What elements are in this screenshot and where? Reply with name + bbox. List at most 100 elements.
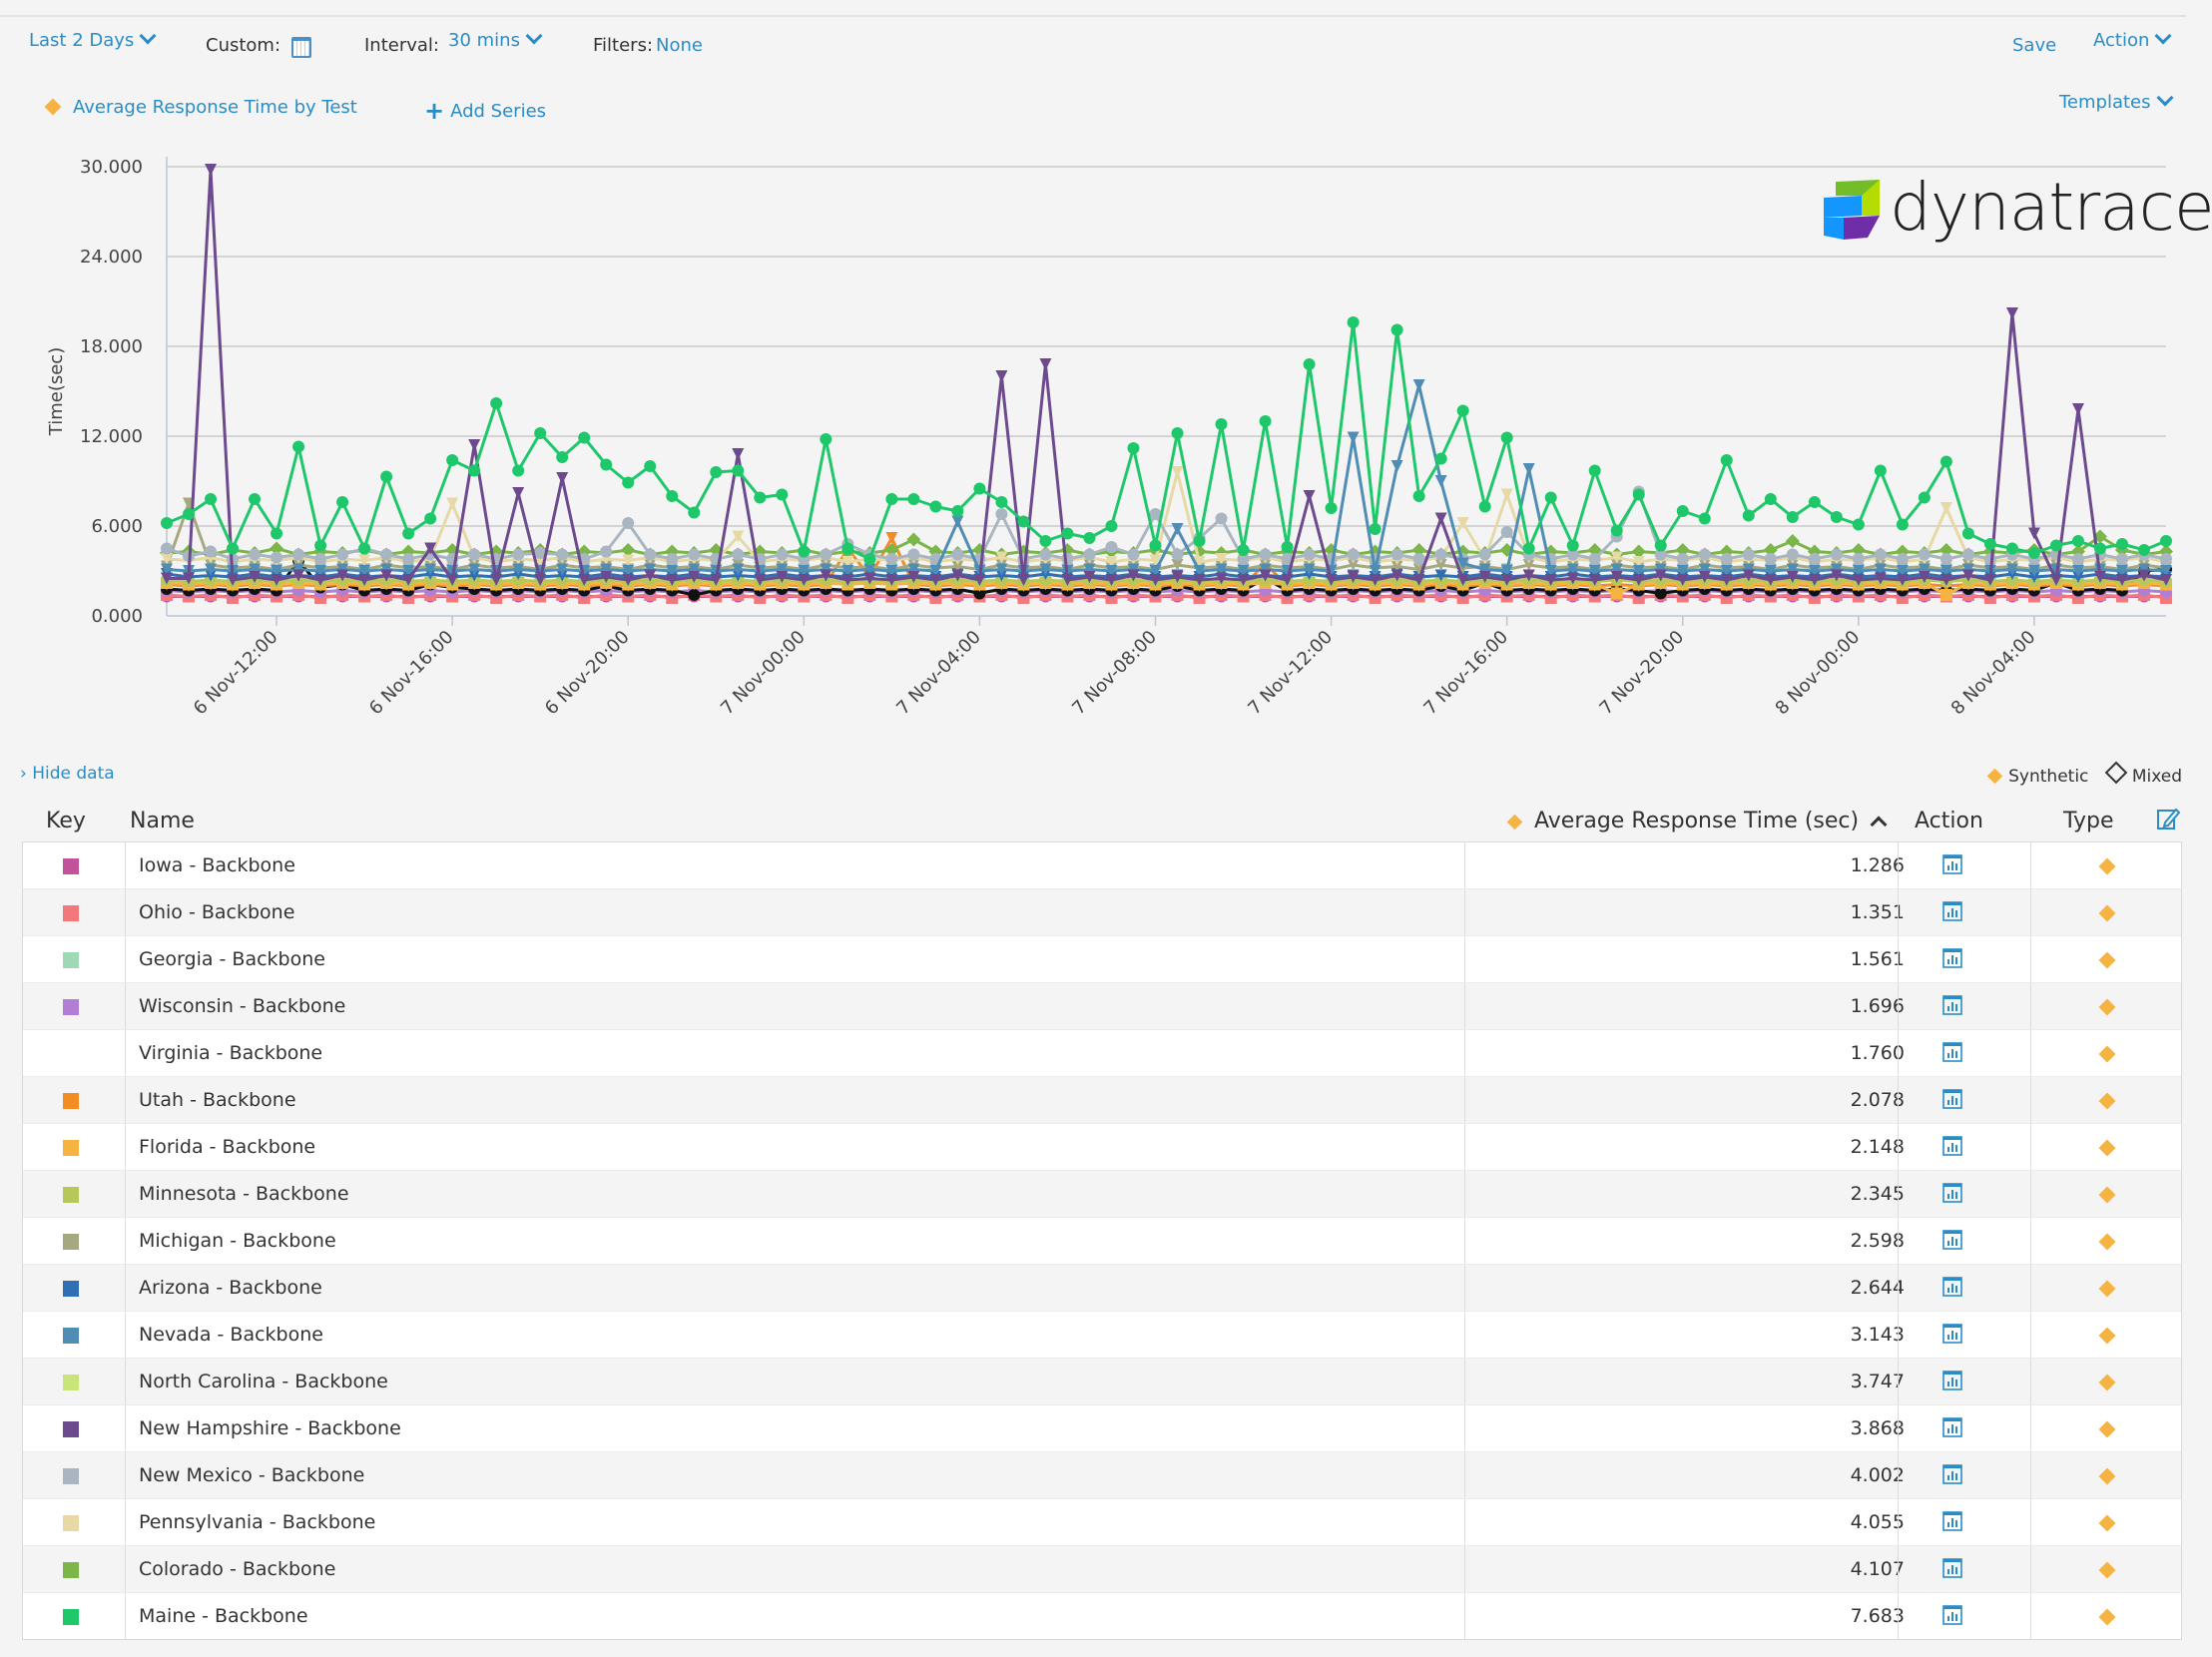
data-point[interactable]: [2115, 553, 2128, 565]
data-point[interactable]: [336, 548, 349, 561]
data-point[interactable]: [1215, 512, 1228, 525]
table-row[interactable]: New Hampshire - Backbone 3.868: [23, 1404, 2181, 1451]
chart-action-icon[interactable]: [1942, 901, 1962, 921]
data-point[interactable]: [1303, 563, 1316, 576]
data-point[interactable]: [2005, 307, 2018, 319]
series-color-swatch[interactable]: [63, 1375, 79, 1390]
data-point[interactable]: [1325, 502, 1338, 514]
data-point[interactable]: [1764, 493, 1777, 505]
data-point[interactable]: [1390, 323, 1403, 336]
data-point[interactable]: [1215, 572, 1228, 585]
data-point[interactable]: [2005, 542, 2018, 555]
data-point[interactable]: [227, 542, 240, 555]
series-color-swatch[interactable]: [63, 952, 79, 968]
data-point[interactable]: [1434, 569, 1447, 582]
data-point[interactable]: [1083, 532, 1096, 544]
data-point[interactable]: [1830, 548, 1843, 561]
chart-action-icon[interactable]: [1942, 1230, 1962, 1250]
data-point[interactable]: [2071, 403, 2084, 415]
data-point[interactable]: [1061, 553, 1074, 565]
data-point[interactable]: [2027, 547, 2040, 559]
add-series-button[interactable]: + Add Series: [424, 95, 546, 125]
data-point[interactable]: [490, 574, 503, 586]
series-color-swatch[interactable]: [63, 1093, 79, 1109]
data-point[interactable]: [1764, 565, 1777, 577]
data-point[interactable]: [688, 571, 701, 583]
data-point[interactable]: [1874, 572, 1887, 585]
data-point[interactable]: [1632, 556, 1645, 568]
data-point[interactable]: [1786, 571, 1799, 583]
data-point[interactable]: [951, 569, 964, 582]
data-point[interactable]: [1808, 574, 1821, 586]
data-point[interactable]: [1215, 418, 1228, 430]
series-color-swatch[interactable]: [63, 1281, 79, 1297]
data-point[interactable]: [1193, 565, 1206, 577]
data-point[interactable]: [468, 439, 481, 451]
data-point[interactable]: [776, 488, 789, 501]
table-row[interactable]: New Mexico - Backbone 4.002: [23, 1451, 2181, 1498]
data-point[interactable]: [2071, 565, 2084, 577]
data-point[interactable]: [1588, 553, 1601, 565]
data-point[interactable]: [1785, 534, 1800, 548]
data-point[interactable]: [1083, 548, 1096, 561]
data-point[interactable]: [1983, 538, 1996, 550]
data-point[interactable]: [1896, 565, 1909, 577]
data-point[interactable]: [1983, 574, 1996, 586]
data-point[interactable]: [798, 574, 811, 586]
data-point[interactable]: [1237, 565, 1250, 577]
data-point[interactable]: [1325, 574, 1338, 586]
filters-value[interactable]: None: [656, 35, 703, 56]
data-point[interactable]: [951, 505, 964, 517]
data-point[interactable]: [1676, 553, 1689, 565]
data-point[interactable]: [1918, 491, 1931, 504]
series-color-swatch[interactable]: [63, 1234, 79, 1250]
data-point[interactable]: [1456, 404, 1469, 417]
series-color-swatch[interactable]: [63, 1187, 79, 1203]
data-point[interactable]: [688, 589, 701, 601]
data-point[interactable]: [1215, 563, 1228, 576]
data-point[interactable]: [973, 482, 986, 495]
data-point[interactable]: [446, 574, 459, 586]
data-point[interactable]: [1411, 543, 1426, 557]
data-point[interactable]: [1742, 509, 1755, 522]
data-point[interactable]: [534, 574, 547, 586]
data-point[interactable]: [1918, 548, 1931, 561]
data-point[interactable]: [841, 542, 854, 555]
data-point[interactable]: [710, 466, 723, 478]
data-point[interactable]: [644, 548, 657, 561]
data-point[interactable]: [249, 571, 262, 583]
table-row[interactable]: Iowa - Backbone 1.286: [23, 842, 2181, 888]
data-point[interactable]: [1654, 539, 1667, 552]
data-point[interactable]: [2160, 553, 2172, 565]
data-point[interactable]: [380, 569, 393, 582]
data-point[interactable]: [1764, 574, 1777, 586]
data-point[interactable]: [1105, 556, 1118, 568]
data-point[interactable]: [732, 563, 745, 576]
col-name[interactable]: Name: [130, 809, 195, 833]
data-point[interactable]: [1017, 574, 1030, 586]
data-point[interactable]: [885, 574, 898, 586]
data-point[interactable]: [1896, 518, 1909, 531]
data-point[interactable]: [1939, 502, 1952, 514]
data-point[interactable]: [1478, 500, 1491, 513]
data-point[interactable]: [183, 508, 196, 520]
data-point[interactable]: [1369, 565, 1382, 577]
data-point[interactable]: [1896, 553, 1909, 565]
data-point[interactable]: [402, 553, 415, 565]
data-point[interactable]: [1720, 574, 1733, 586]
data-point[interactable]: [1852, 518, 1865, 531]
data-point[interactable]: [2027, 565, 2040, 577]
chart-action-icon[interactable]: [1942, 1605, 1962, 1625]
data-point[interactable]: [995, 370, 1008, 382]
data-point[interactable]: [841, 556, 854, 568]
data-point[interactable]: [292, 569, 305, 582]
data-point[interactable]: [995, 508, 1008, 520]
data-point[interactable]: [2071, 553, 2084, 565]
data-point[interactable]: [732, 548, 745, 561]
data-point[interactable]: [863, 563, 876, 576]
data-point[interactable]: [951, 548, 964, 561]
data-point[interactable]: [1632, 565, 1645, 577]
data-point[interactable]: [314, 565, 327, 577]
data-point[interactable]: [1412, 490, 1425, 502]
data-point[interactable]: [951, 560, 964, 573]
